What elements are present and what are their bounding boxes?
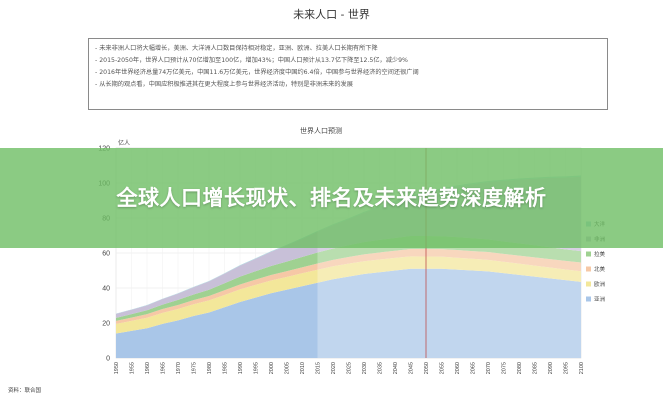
x-tick-label: 2085 [533,362,539,374]
note-line: - 2015-2050年，世界人口预计从70亿增加至100亿，增加43%；中国人… [95,57,408,64]
x-tick-label: 2065 [471,362,477,374]
title-banner: 全球人口增长现状、排名及未来趋势深度解析 [0,148,663,248]
x-tick-label: 1965 [161,362,167,374]
legend-swatch-北美 [586,266,591,272]
x-tick-label: 2070 [486,362,492,374]
legend-swatch-亚洲 [586,296,591,302]
x-tick-label: 2045 [409,362,415,374]
y-tick-label: 40 [102,286,110,293]
note-line: - 未来非洲人口将大幅增长，美洲、大洋洲人口数目保持相对稳定，亚洲、欧洲、拉美人… [95,45,378,52]
x-tick-label: 2055 [440,362,446,374]
slide-title: 未来人口 - 世界 [293,8,370,21]
x-tick-label: 2090 [548,362,554,374]
x-tick-label: 2060 [455,362,461,374]
x-tick-label: 2095 [564,362,570,374]
legend-label-拉美: 拉美 [594,250,606,258]
x-tick-label: 1995 [254,362,260,374]
x-tick-label: 1980 [207,362,213,374]
legend-label-北美: 北美 [594,265,606,273]
x-tick-label: 1985 [223,362,229,374]
legend-label-欧洲: 欧洲 [594,280,606,288]
legend-swatch-欧洲 [586,281,591,287]
area-亚洲 [116,268,581,358]
note-line: - 从长期的观点看，中国应积极推进其在更大程度上参与世界经济活动，特别是非洲未来… [95,81,353,88]
x-tick-label: 2000 [269,362,275,374]
x-tick-label: 2035 [378,362,384,374]
source-note: 资料：联合国 [8,388,42,394]
area-欧洲 [116,256,581,334]
area-拉美 [116,236,581,321]
x-tick-label: 2075 [502,362,508,374]
x-tick-label: 2040 [393,362,399,374]
legend-label-亚洲: 亚洲 [594,296,606,303]
chart-title: 世界人口预测 [300,127,342,135]
x-tick-label: 1990 [238,362,244,374]
note-line: - 2016年世界经济总量74万亿美元，中国11.6万亿美元，世界经济度中国约6… [95,69,419,76]
x-tick-label: 2005 [285,362,291,374]
x-tick-label: 2020 [331,362,337,374]
x-tick-label: 1970 [176,362,182,374]
x-tick-label: 2080 [517,362,523,374]
x-axis-ticks: 1950 1955 1960 1965 1970 1975 1980 1985 1990 1995… [114,362,585,374]
x-tick-label: 2030 [362,362,368,374]
y-tick-label: 0 [106,356,110,363]
x-tick-label: 2010 [300,362,306,374]
y-axis-label: 亿人 [118,140,131,147]
y-tick-label: 20 [102,321,110,328]
x-tick-label: 2025 [347,362,353,374]
x-tick-label: 2100 [579,362,585,374]
x-tick-label: 1960 [145,362,151,374]
banner-title: 全球人口增长现状、排名及未来趋势深度解析 [116,186,547,210]
legend-swatch-拉美 [586,251,591,257]
notes-box: - 未来非洲人口将大幅增长，美洲、大洋洲人口数目保持相对稳定，亚洲、欧洲、拉美人… [88,38,608,110]
x-tick-label: 1955 [130,362,136,374]
x-tick-label: 2050 [424,362,430,374]
x-tick-label: 1975 [192,362,198,374]
x-tick-label: 1950 [114,362,120,374]
x-tick-label: 2015 [316,362,322,374]
y-tick-label: 60 [102,251,110,258]
